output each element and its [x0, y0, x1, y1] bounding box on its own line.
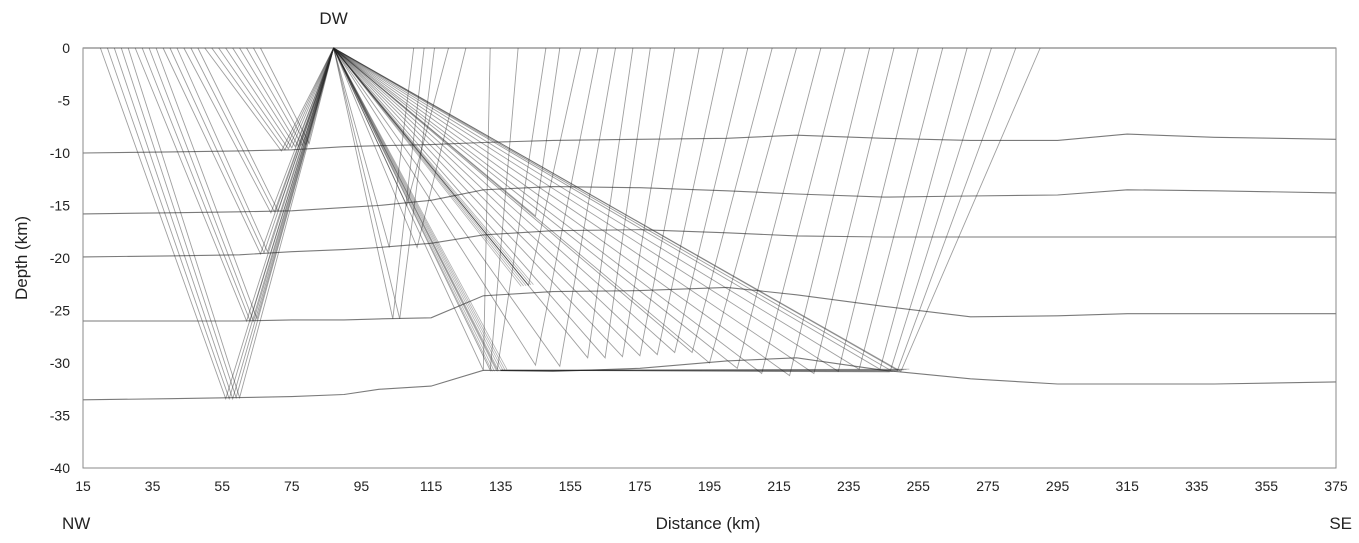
source-station-label: DW [319, 9, 347, 28]
y-tick-label-7: -35 [50, 408, 70, 424]
y-tick-label-1: -5 [58, 93, 71, 109]
y-axis-title: Depth (km) [12, 216, 31, 300]
y-tick-label-3: -15 [50, 198, 70, 214]
y-tick-label-6: -30 [50, 355, 70, 371]
x-tick-label-7: 155 [559, 478, 583, 494]
x-tick-label-5: 115 [420, 478, 443, 494]
x-tick-label-11: 235 [837, 478, 861, 494]
x-tick-label-16: 335 [1185, 478, 1209, 494]
x-tick-label-13: 275 [976, 478, 1000, 494]
y-tick-label-0: 0 [62, 40, 70, 56]
x-tick-label-15: 315 [1116, 478, 1140, 494]
direction-label-left: NW [62, 514, 90, 533]
x-tick-label-6: 135 [489, 478, 513, 494]
x-tick-label-14: 295 [1046, 478, 1070, 494]
y-tick-label-4: -20 [50, 250, 70, 266]
x-tick-label-1: 35 [145, 478, 161, 494]
y-tick-label-2: -10 [50, 145, 70, 161]
y-tick-label-5: -25 [50, 303, 70, 319]
x-tick-label-12: 255 [907, 478, 931, 494]
x-tick-label-17: 355 [1255, 478, 1279, 494]
x-tick-label-9: 195 [698, 478, 722, 494]
x-tick-label-4: 95 [354, 478, 370, 494]
x-tick-label-8: 175 [628, 478, 652, 494]
x-tick-label-10: 215 [767, 478, 791, 494]
y-tick-label-8: -40 [50, 460, 70, 476]
x-tick-label-18: 375 [1324, 478, 1348, 494]
direction-label-right: SE [1329, 514, 1352, 533]
x-axis-title: Distance (km) [656, 514, 761, 533]
x-tick-label-0: 15 [75, 478, 91, 494]
x-tick-label-3: 75 [284, 478, 300, 494]
x-tick-label-2: 55 [214, 478, 230, 494]
